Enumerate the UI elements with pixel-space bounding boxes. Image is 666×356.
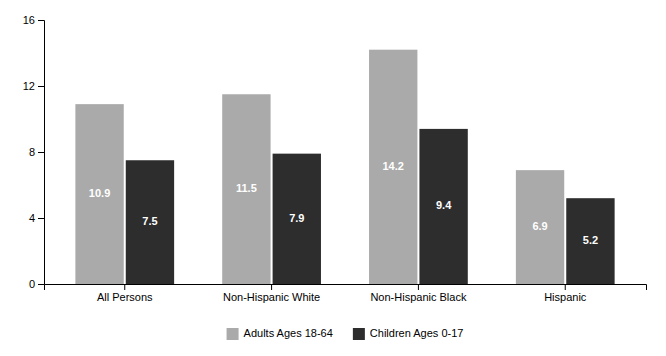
tick: Non-Hispanic White xyxy=(223,284,320,303)
tick-mark xyxy=(38,218,44,219)
tick-mark xyxy=(418,284,419,290)
tick: Hispanic xyxy=(544,284,587,303)
tick: 0 xyxy=(29,278,44,290)
legend-swatch xyxy=(227,328,239,340)
plot: 0 4 8 12 16 All Persons Non-Hispanic White Non-… xyxy=(23,14,647,303)
data-label: 7.9 xyxy=(289,212,304,224)
tick-mark xyxy=(38,86,44,87)
legend-label: Children Ages 0-17 xyxy=(370,327,464,339)
tick-mark xyxy=(38,20,44,21)
tick-label: Non-Hispanic Black xyxy=(370,291,466,303)
data-label: 9.4 xyxy=(436,199,452,211)
tick-label: Non-Hispanic White xyxy=(223,291,320,303)
tick: All Persons xyxy=(97,284,153,303)
tick: 4 xyxy=(29,212,44,224)
chart-svg: 0 4 8 12 16 All Persons Non-Hispanic White Non-… xyxy=(0,0,666,356)
bar-series xyxy=(75,50,564,284)
tick: 12 xyxy=(23,80,44,92)
tick: 16 xyxy=(23,14,44,26)
legend-item: Children Ages 0-17 xyxy=(353,327,464,340)
tick: Non-Hispanic Black xyxy=(370,284,466,303)
tick-mark xyxy=(38,284,44,285)
bar xyxy=(126,160,174,284)
tick-label: 16 xyxy=(23,14,35,26)
chart-container: 0 4 8 12 16 All Persons Non-Hispanic White Non-… xyxy=(0,0,666,356)
tick-mark xyxy=(271,284,272,290)
data-label: 14.2 xyxy=(383,160,404,172)
tick: 8 xyxy=(29,146,44,158)
data-label: 10.9 xyxy=(89,187,110,199)
axis-line xyxy=(45,285,647,291)
tick-mark xyxy=(38,152,44,153)
data-label: 6.9 xyxy=(532,220,547,232)
tick-label: 12 xyxy=(23,80,35,92)
data-labels: 10.9 11.5 14.2 6.9 7.5 7.9 9.4 5.2 xyxy=(89,160,598,246)
bar xyxy=(273,154,321,284)
legend: Adults Ages 18-64 Children Ages 0-17 xyxy=(227,327,464,340)
legend-swatch xyxy=(353,328,365,340)
data-label: 11.5 xyxy=(236,182,257,194)
y-axis: 0 4 8 12 16 xyxy=(23,14,45,290)
bar xyxy=(419,129,467,284)
bar xyxy=(369,50,417,284)
data-label: 5.2 xyxy=(583,234,598,246)
tick-mark xyxy=(565,284,566,290)
legend-item: Adults Ages 18-64 xyxy=(227,327,333,340)
bar xyxy=(222,94,270,284)
tick-mark xyxy=(124,284,125,290)
bars xyxy=(75,50,614,284)
bar xyxy=(566,198,614,284)
bar xyxy=(516,170,564,284)
tick-label: 8 xyxy=(29,146,35,158)
tick-label: All Persons xyxy=(97,291,153,303)
data-label: 7.5 xyxy=(142,215,157,227)
tick-label: 4 xyxy=(29,212,35,224)
bar-series xyxy=(126,129,615,284)
tick-label: Hispanic xyxy=(544,291,587,303)
bar xyxy=(75,104,123,284)
x-axis: All Persons Non-Hispanic White Non-Hispani… xyxy=(45,284,647,303)
axis-line xyxy=(38,21,45,285)
legend-label: Adults Ages 18-64 xyxy=(244,327,333,339)
tick-label: 0 xyxy=(29,278,35,290)
